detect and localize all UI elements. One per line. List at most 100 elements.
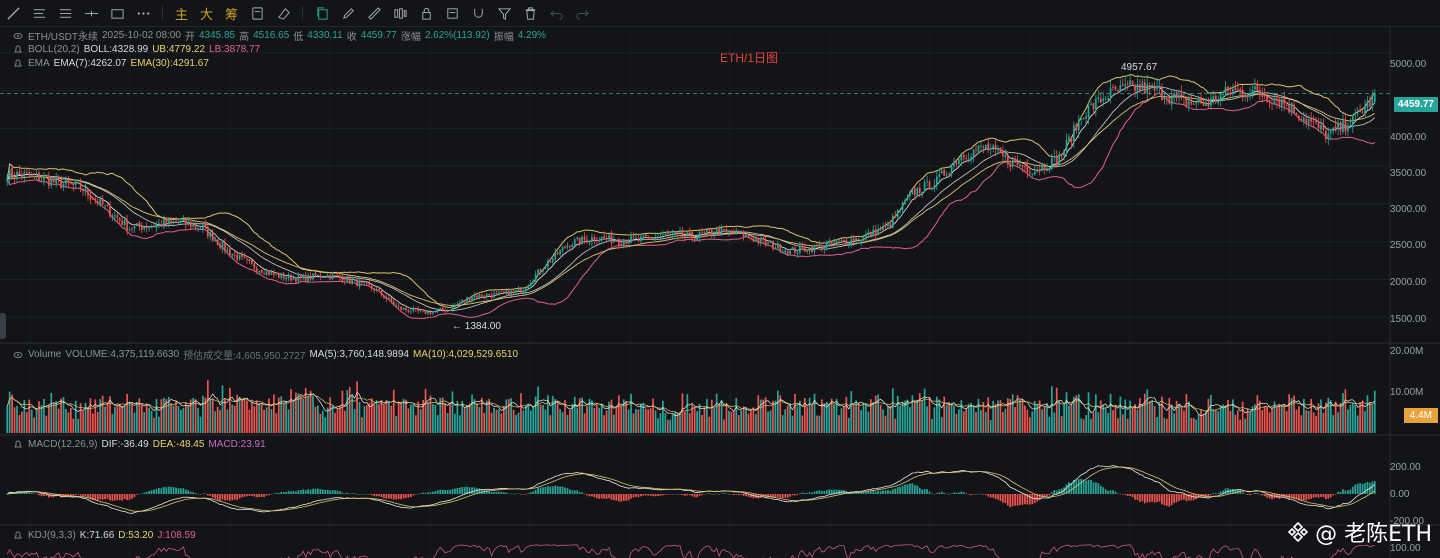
line-tool-icon[interactable] (0, 0, 26, 26)
large-button[interactable]: 大 (199, 7, 213, 23)
macd-histogram-bar (877, 490, 880, 494)
rectangle-tool-icon[interactable] (104, 0, 130, 26)
redo-icon[interactable] (569, 0, 595, 26)
eye-icon[interactable] (12, 349, 24, 361)
copy-icon[interactable] (309, 0, 335, 26)
macd-histogram-bar (167, 486, 170, 494)
volume-bar (1190, 417, 1193, 433)
candle-body (265, 270, 268, 275)
candle-body (104, 205, 106, 206)
candle-body (1175, 92, 1178, 98)
macd-histogram-bar (1077, 479, 1080, 494)
volume-bar (779, 395, 782, 433)
volume-bar (121, 406, 124, 433)
candle-body (1295, 112, 1298, 115)
note-icon[interactable] (439, 0, 465, 26)
macd-histogram-bar (534, 489, 537, 494)
candle-body (1073, 125, 1075, 142)
parallel-channel-tool-icon[interactable] (52, 0, 78, 26)
eraser-icon[interactable] (270, 0, 296, 26)
candle-body (331, 274, 334, 279)
volume-bar (896, 395, 899, 433)
volume-bar (891, 388, 894, 433)
bars-icon[interactable] (387, 0, 413, 26)
candle-body (40, 180, 43, 181)
filter-icon[interactable] (491, 0, 517, 26)
volume-bar (904, 400, 906, 433)
macd-histogram-bar (896, 487, 899, 494)
volume-bar (150, 410, 153, 433)
volume-bar (270, 408, 273, 433)
macd-histogram-bar (192, 492, 195, 494)
macd-histogram-bar (1087, 479, 1090, 494)
bell-icon[interactable] (12, 529, 24, 541)
magnet-icon[interactable] (465, 0, 491, 26)
macd-histogram-bar (1126, 494, 1129, 496)
candle-body (329, 275, 332, 280)
volume-bar (165, 399, 168, 433)
panel-collapse-handle[interactable] (0, 313, 6, 339)
macd-histogram-bar (635, 494, 637, 497)
macd-histogram-bar (356, 494, 358, 495)
macd-histogram-bar (204, 493, 207, 495)
candle-body (806, 250, 809, 252)
horizontal-lines-tool-icon[interactable] (26, 0, 52, 26)
chips-button[interactable]: 筹 (224, 7, 238, 23)
bell-icon[interactable] (12, 438, 24, 450)
macd-histogram-bar (1320, 494, 1322, 497)
more-tool-icon[interactable] (130, 0, 156, 26)
candle-body (679, 231, 681, 234)
candle-body (219, 244, 221, 248)
candle-body (1014, 159, 1017, 162)
volume-bar (1043, 406, 1046, 433)
candle-body (165, 219, 168, 224)
pencil-icon[interactable] (335, 0, 361, 26)
volume-bar (55, 401, 58, 433)
calculator-icon[interactable] (244, 0, 270, 26)
macd-histogram-bar (828, 489, 831, 494)
candle-body (1006, 154, 1009, 165)
main-indicator-button[interactable]: 主 (174, 7, 188, 23)
candle-body (862, 236, 865, 241)
candle-body (23, 172, 26, 177)
macd-histogram-bar (955, 492, 958, 494)
eye-icon[interactable] (12, 30, 24, 42)
volume-bar (644, 408, 647, 433)
volume-bar (529, 410, 532, 433)
candle-body (532, 280, 535, 283)
candle-body (69, 181, 72, 184)
volume-bar (874, 395, 877, 433)
bell-icon[interactable] (12, 43, 24, 55)
macd-histogram-bar (331, 490, 334, 494)
bell-icon[interactable] (12, 57, 24, 69)
candle-body (737, 230, 740, 234)
horizontal-line-tool-icon[interactable] (78, 0, 104, 26)
candle-body (414, 307, 417, 309)
macd-histogram-bar (1351, 486, 1354, 494)
volume-bar (1082, 419, 1085, 433)
macd-histogram-bar (569, 489, 571, 494)
trash-icon[interactable] (517, 0, 543, 26)
volume-bar (600, 404, 603, 433)
candle-body (106, 205, 109, 207)
volume-bar (906, 399, 909, 433)
volume-bar (867, 411, 870, 433)
volume-bar (1310, 399, 1313, 433)
volume-bar (967, 403, 970, 433)
candle-body (1217, 100, 1220, 104)
candle-body (794, 247, 796, 253)
macd-histogram-bar (82, 494, 84, 497)
macd-histogram-bar (348, 493, 351, 495)
candle-body (180, 220, 182, 222)
volume-bar (341, 390, 344, 433)
candle-body (429, 311, 432, 314)
candlestick-chart[interactable] (0, 26, 1440, 558)
lock-icon[interactable] (413, 0, 439, 26)
candle-body (676, 232, 679, 234)
volume-bar (639, 404, 642, 433)
macd-histogram-bar (439, 489, 442, 494)
ruler-icon[interactable] (361, 0, 387, 26)
macd-histogram-bar (610, 494, 613, 500)
undo-icon[interactable] (543, 0, 569, 26)
macd-histogram-bar (701, 494, 703, 496)
